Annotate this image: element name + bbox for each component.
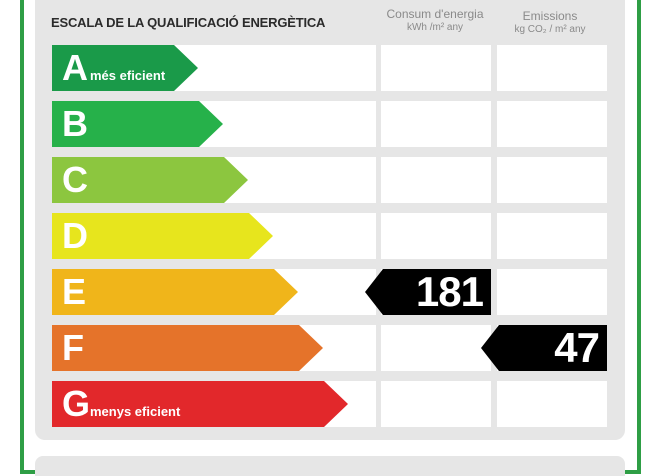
rating-letter: D — [62, 215, 88, 256]
consum-cell — [381, 157, 491, 203]
emissions-cell — [497, 101, 607, 147]
emissions-header-line1: Emissions — [522, 9, 578, 23]
rating-letter: B — [62, 103, 88, 144]
rating-bar-f: F — [52, 325, 323, 371]
consum-marker-value: 181 — [415, 268, 484, 315]
emissions-cell — [497, 45, 607, 91]
rating-letter: C — [62, 159, 88, 200]
rating-bar-b: B — [52, 101, 223, 147]
emissions-cell — [497, 381, 607, 427]
scale-title: ESCALA DE LA QUALIFICACIÓ ENERGÈTICA — [51, 15, 326, 30]
consum-header-line1: Consum d'energia — [386, 7, 484, 21]
rating-letter: F — [62, 327, 84, 368]
consum-marker: 181 — [365, 269, 491, 315]
emissions-header-line2: kg CO₂ / m² any — [514, 24, 586, 35]
consum-cell — [381, 101, 491, 147]
consum-cell — [381, 213, 491, 259]
rating-letter: A — [62, 47, 88, 88]
rating-letter: G — [62, 383, 91, 424]
emissions-marker: 47 — [481, 325, 607, 371]
consum-cell — [381, 381, 491, 427]
emissions-marker-value: 47 — [554, 324, 600, 371]
rating-bar-c: C — [52, 157, 248, 203]
rating-description: més eficient — [90, 68, 166, 83]
emissions-cell — [497, 269, 607, 315]
emissions-cell — [497, 157, 607, 203]
emissions-cell — [497, 213, 607, 259]
rating-bar-e: E — [52, 269, 298, 315]
emissions-column-header: Emissions kg CO₂ / m² any — [493, 9, 607, 37]
rating-description: menys eficient — [90, 404, 181, 419]
consum-cell — [381, 45, 491, 91]
rating-letter: E — [62, 271, 87, 312]
next-section-panel — [35, 456, 625, 476]
consum-column-header: Consum d'energia kWh /m² any — [378, 7, 492, 35]
consum-cell — [381, 325, 491, 371]
consum-header-line2: kWh /m² any — [406, 22, 464, 33]
rating-bar-d: D — [52, 213, 273, 259]
